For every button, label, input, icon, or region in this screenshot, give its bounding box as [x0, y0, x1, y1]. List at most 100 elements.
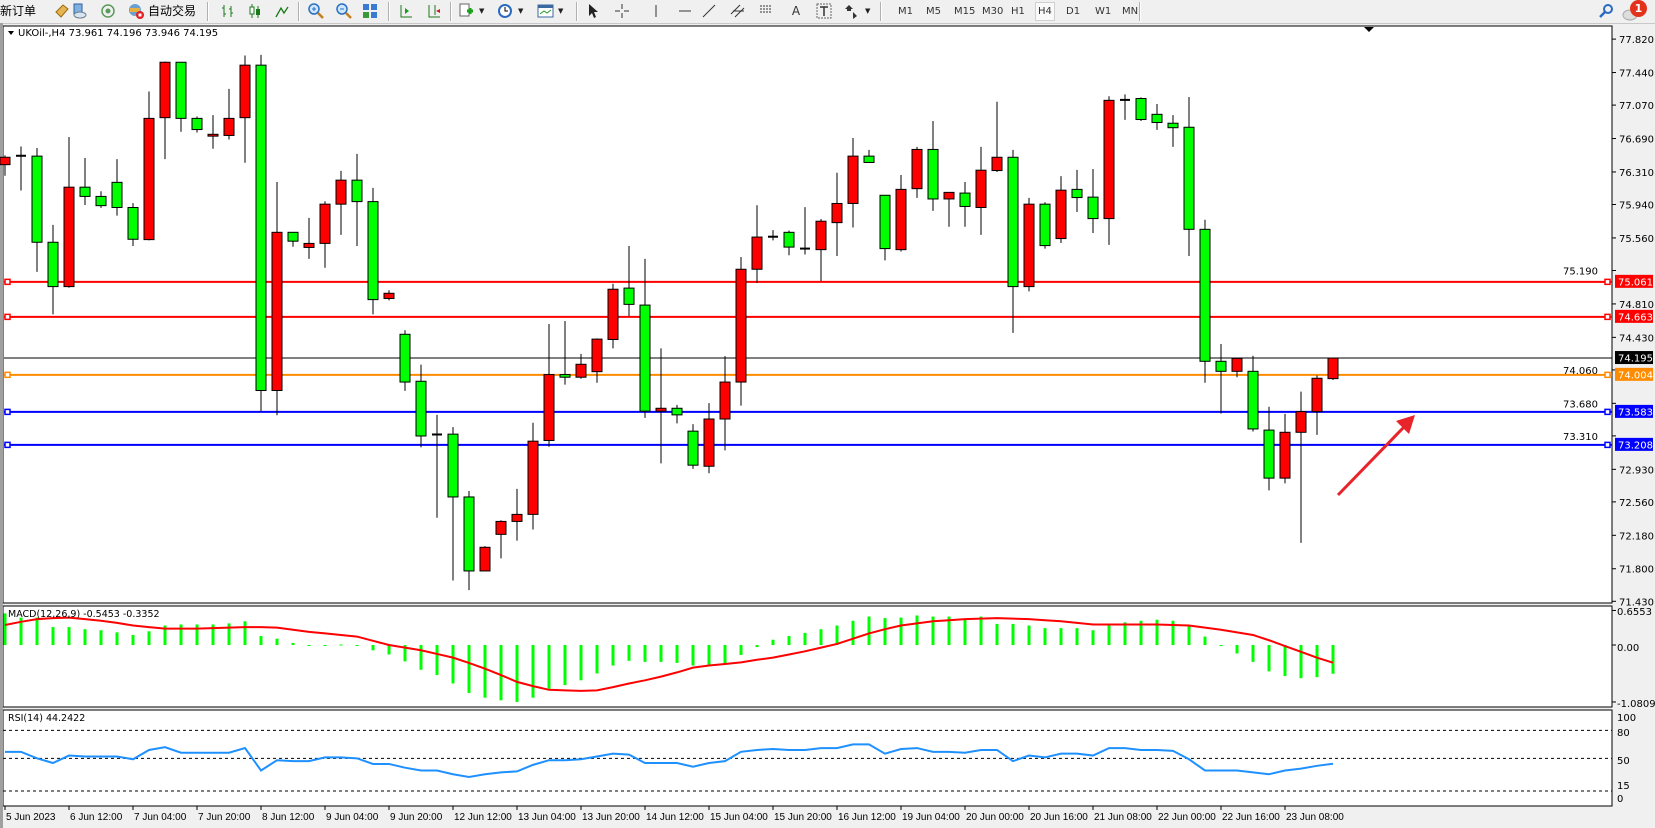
- chevron-down-icon[interactable]: ▼: [865, 7, 871, 15]
- price-line-label-bg: [1615, 404, 1653, 418]
- macd-histogram-bar: [115, 632, 119, 645]
- timeframe-h4[interactable]: H4: [1035, 2, 1055, 21]
- candle-body: [1055, 189, 1067, 240]
- candle: [719, 356, 731, 451]
- horizontal-line-icon[interactable]: [677, 2, 693, 20]
- line-anchor-handle: [4, 441, 11, 449]
- candle-body: [175, 61, 187, 119]
- macd-histogram-bar: [3, 613, 7, 645]
- chevron-down-icon[interactable]: ▼: [558, 7, 564, 15]
- tile-windows-icon[interactable]: [362, 2, 378, 20]
- cursor-icon[interactable]: [586, 2, 600, 20]
- macd-histogram-bar: [611, 645, 615, 666]
- candle-body: [1071, 188, 1083, 199]
- macd-histogram-bar: [435, 645, 439, 676]
- candle-body: [335, 179, 347, 205]
- timeframe-m1[interactable]: M1: [898, 6, 913, 17]
- bar-chart-icon[interactable]: [220, 2, 236, 20]
- auto-trading-icon[interactable]: [127, 2, 145, 20]
- candle: [1087, 169, 1099, 234]
- time-axis-label: 20 Jun 00:00: [966, 812, 1024, 823]
- candle-body: [319, 203, 331, 244]
- candle-body: [1327, 357, 1339, 380]
- arrows-icon[interactable]: [844, 2, 860, 20]
- candle: [63, 136, 75, 288]
- crosshair-icon[interactable]: [614, 2, 630, 20]
- timeframe-mn[interactable]: MN: [1122, 6, 1139, 17]
- candle-body: [1007, 156, 1019, 288]
- macd-histogram-bar: [83, 629, 87, 645]
- candle-body: [287, 231, 299, 242]
- candle: [335, 170, 347, 235]
- time-axis-label: 13 Jun 20:00: [582, 812, 640, 823]
- macd-histogram-bar: [243, 621, 247, 645]
- trend-line-icon[interactable]: [701, 2, 717, 20]
- timeframe-m15[interactable]: M15: [954, 6, 976, 17]
- equidistant-channel-icon[interactable]: [730, 2, 746, 20]
- candle: [1199, 219, 1211, 383]
- chart-window[interactable]: 77.820 77.440 77.070 76.690 76.310 75.940 75.5…: [0, 23, 1655, 828]
- macd-histogram-bar: [979, 616, 983, 645]
- macd-histogram-bar: [803, 632, 807, 645]
- zoom-out-icon[interactable]: [336, 2, 352, 20]
- candle-body: [1120, 98, 1130, 101]
- toolbar-separator: [576, 2, 578, 21]
- toolbar-separator: [207, 2, 209, 21]
- vertical-line-icon[interactable]: [649, 2, 663, 20]
- zoom-in-icon[interactable]: [308, 2, 324, 20]
- line-chart-icon[interactable]: [274, 2, 290, 20]
- auto-scroll-icon[interactable]: [398, 2, 414, 20]
- timeframe-d1[interactable]: D1: [1066, 6, 1081, 17]
- candle: [1120, 94, 1130, 120]
- macd-histogram-bar: [499, 645, 503, 701]
- candle-body: [1215, 360, 1227, 372]
- templates-icon[interactable]: [537, 2, 554, 20]
- price-tick-label: 71.430: [1619, 597, 1654, 608]
- timeframe-m5[interactable]: M5: [926, 6, 941, 17]
- clock-icon[interactable]: [497, 2, 513, 20]
- macd-histogram-bar: [179, 624, 183, 645]
- fibonacci-icon[interactable]: [759, 2, 775, 20]
- history-center-icon[interactable]: [71, 2, 87, 20]
- candle-body: [1023, 203, 1035, 288]
- text-label-icon[interactable]: [816, 2, 832, 20]
- auto-trading-button[interactable]: 自动交易: [148, 4, 197, 18]
- candle: [895, 174, 907, 252]
- candlestick-chart-icon[interactable]: [247, 2, 263, 20]
- book-icon[interactable]: [54, 2, 70, 20]
- new-order-button[interactable]: 新订单: [0, 4, 37, 18]
- candle: [639, 258, 651, 418]
- macd-histogram-bar: [467, 645, 471, 693]
- candle: [847, 137, 859, 228]
- macd-histogram-bar: [387, 645, 391, 655]
- macd-signal-line: [4, 616, 1334, 692]
- candle-body: [351, 179, 363, 203]
- text-icon[interactable]: A: [791, 4, 801, 18]
- macd-histogram-bar: [675, 645, 679, 663]
- notification-badge[interactable]: 1: [1630, 0, 1647, 17]
- timeframe-w1[interactable]: W1: [1095, 6, 1112, 17]
- macd-histogram-bar: [947, 616, 951, 645]
- macd-histogram-bar: [451, 645, 455, 684]
- new-indicator-icon[interactable]: [458, 2, 474, 20]
- search-icon[interactable]: [1598, 2, 1614, 20]
- candle: [432, 414, 442, 518]
- candle: [1151, 104, 1163, 130]
- macd-histogram-bar: [787, 636, 791, 645]
- signals-icon[interactable]: [100, 2, 116, 20]
- macd-histogram-bar: [1043, 628, 1047, 645]
- candle: [319, 201, 331, 268]
- macd-histogram-bar: [835, 625, 839, 645]
- macd-histogram-bar: [307, 645, 311, 646]
- chevron-down-icon[interactable]: ▼: [518, 7, 524, 15]
- chart-shift-icon[interactable]: [426, 2, 442, 20]
- price-line-label-bg: [1615, 437, 1653, 451]
- chevron-down-icon[interactable]: ▼: [479, 7, 485, 15]
- candle-body: [655, 407, 667, 412]
- rsi-line: [5, 743, 1334, 779]
- timeframe-m30[interactable]: M30: [982, 6, 1004, 17]
- candle: [943, 191, 955, 227]
- rsi-tick-label: 15: [1617, 781, 1630, 792]
- timeframe-h1[interactable]: H1: [1011, 6, 1025, 17]
- candle-body: [895, 188, 907, 251]
